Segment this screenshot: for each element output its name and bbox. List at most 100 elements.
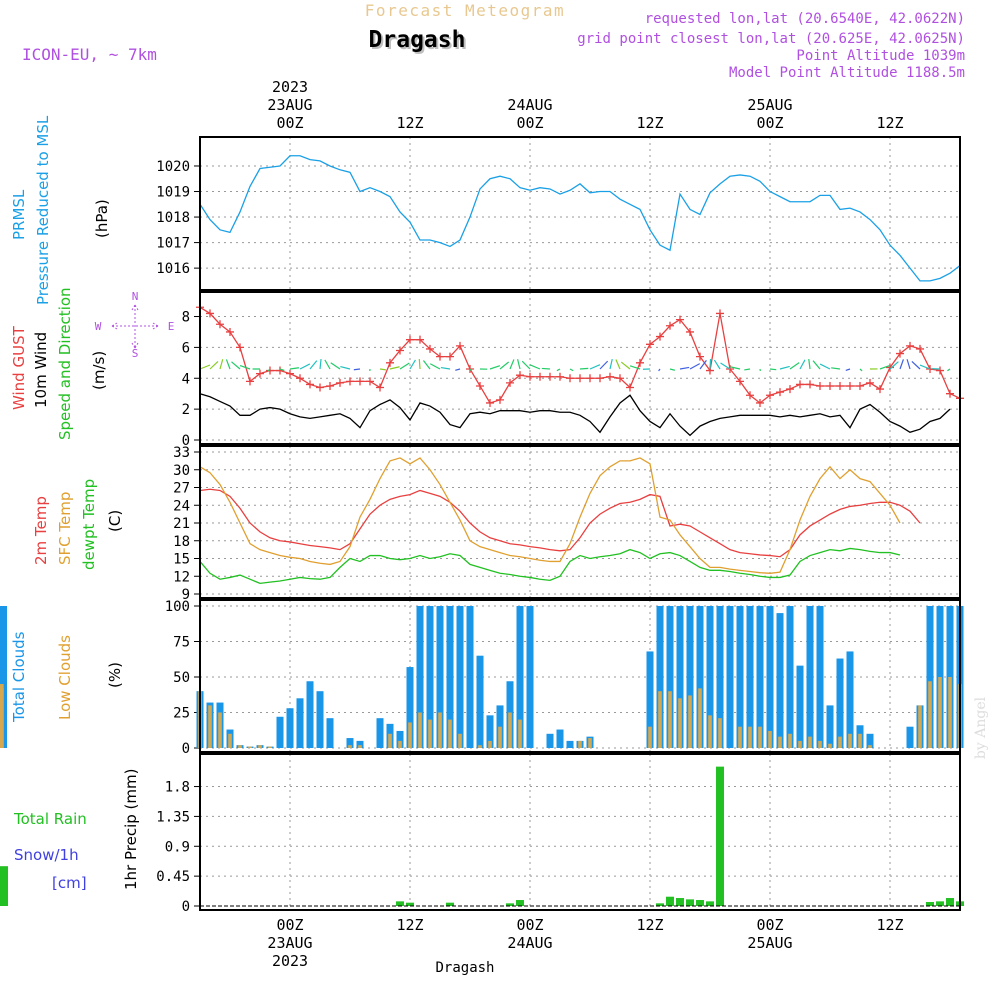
gust-marker (476, 381, 484, 390)
wind-arrow (669, 368, 675, 371)
wind-arrow (429, 363, 441, 370)
total-cloud-bar (726, 606, 734, 748)
gust-marker (916, 344, 924, 353)
low-cloud-bar (718, 718, 722, 748)
low-cloud-bar (848, 733, 852, 748)
gust-marker (536, 372, 544, 381)
total-cloud-bar (846, 651, 854, 748)
total-cloud-bar (466, 606, 474, 748)
total-cloud-bar (766, 606, 774, 748)
wind-arrow (769, 368, 777, 371)
gust-marker (756, 398, 764, 407)
gust-marker (226, 327, 234, 336)
gust-marker (906, 341, 914, 350)
y-tick-label: 25 (173, 706, 190, 722)
rain-bar (516, 900, 524, 906)
total-cloud-bar (516, 606, 524, 748)
precip-left-2: Snow/1h (14, 846, 79, 864)
rain-bar (686, 899, 694, 906)
total-cloud-bar (756, 606, 764, 748)
total-cloud-bar (436, 606, 444, 748)
gust-marker (506, 378, 514, 387)
total-cloud-bar (716, 606, 724, 748)
gust-marker (436, 352, 444, 361)
low-cloud-bar (488, 740, 492, 748)
total-cloud-bar (646, 651, 654, 748)
wind-arrow (889, 361, 899, 370)
total-cloud-bar (0, 606, 7, 748)
low-cloud-bar (248, 746, 252, 748)
rain-bar (706, 901, 714, 906)
low-cloud-bar (938, 677, 942, 748)
low-cloud-bar (708, 715, 712, 748)
total-cloud-bar (676, 606, 684, 748)
precip-panel: 0 0.45 0.9 1.35 1.8 (0, 753, 964, 915)
wind-arrow (541, 367, 551, 370)
gust-marker (326, 381, 334, 390)
y-tick-label: 21 (173, 516, 190, 532)
low-cloud-bar (748, 726, 752, 748)
y-tick-label: 12 (173, 569, 190, 585)
compass-e: E (168, 320, 175, 333)
total-cloud-bar (706, 606, 714, 748)
total-cloud-bar (356, 740, 364, 748)
wind-arrow (455, 368, 461, 371)
y-tick-label: 8 (182, 310, 190, 326)
gust-marker (516, 371, 524, 380)
gust-marker (696, 352, 704, 361)
location-title-shadow: Dragash (371, 29, 468, 55)
low-cloud-bar (838, 736, 842, 748)
low-cloud-bar (788, 733, 792, 748)
wind-arrow (389, 366, 400, 370)
y-tick-label: 1019 (156, 185, 190, 201)
low-cloud-bar (0, 688, 4, 748)
rain-bar (716, 766, 724, 906)
total-cloud-bar (836, 658, 844, 748)
clouds-side-label: Total Clouds Low Clouds (%) (10, 631, 124, 723)
wind-arrow (353, 368, 361, 371)
total-cloud-bar (816, 606, 824, 748)
rain-bar (396, 901, 404, 906)
low-cloud-bar (698, 688, 702, 748)
time-label: 2023 (272, 952, 308, 970)
y-tick-label: 6 (182, 340, 190, 356)
gust-marker (626, 383, 634, 392)
total-cloud-bar (926, 606, 934, 748)
gust-marker (636, 358, 644, 367)
total-cloud-bar (736, 606, 744, 748)
time-label: 25AUG (747, 96, 792, 114)
wind-arrow (859, 368, 863, 372)
low-cloud-bar (218, 712, 222, 748)
total-cloud-bar (376, 718, 384, 748)
wind-arrow (418, 358, 421, 370)
low-cloud-bar (408, 722, 412, 748)
precip-left-1: Total Rain (13, 810, 87, 828)
y-tick-label: 0 (182, 433, 190, 449)
gust-marker (656, 332, 664, 341)
wind-arrow (489, 365, 501, 370)
gust-marker (496, 395, 504, 404)
total-cloud-bar (566, 740, 574, 748)
time-label: 00Z (516, 114, 543, 132)
gust-marker (566, 374, 574, 383)
y-tick-label: 24 (173, 498, 190, 514)
low-cloud-bar (418, 712, 422, 748)
low-cloud-bar (508, 712, 512, 748)
gust-marker (276, 366, 284, 375)
gust-marker (856, 381, 864, 390)
wind-arrow (620, 361, 631, 370)
low-cloud-bar (828, 743, 832, 748)
wind-label-1: Wind GUST (10, 325, 28, 410)
total-cloud-bar (806, 606, 814, 748)
wind-arrow (239, 364, 251, 370)
wind-arrow (279, 368, 285, 371)
gust-marker (246, 377, 254, 386)
gust-marker (286, 369, 294, 378)
wind-arrow (469, 368, 473, 372)
model-point-altitude: Model Point Altitude 1188.5m (729, 65, 965, 81)
total-cloud-bar (396, 730, 404, 748)
time-label: 12Z (636, 114, 663, 132)
low-cloud-bar (818, 740, 822, 748)
wind-arrow (289, 367, 299, 370)
wind-arrow (569, 368, 574, 372)
